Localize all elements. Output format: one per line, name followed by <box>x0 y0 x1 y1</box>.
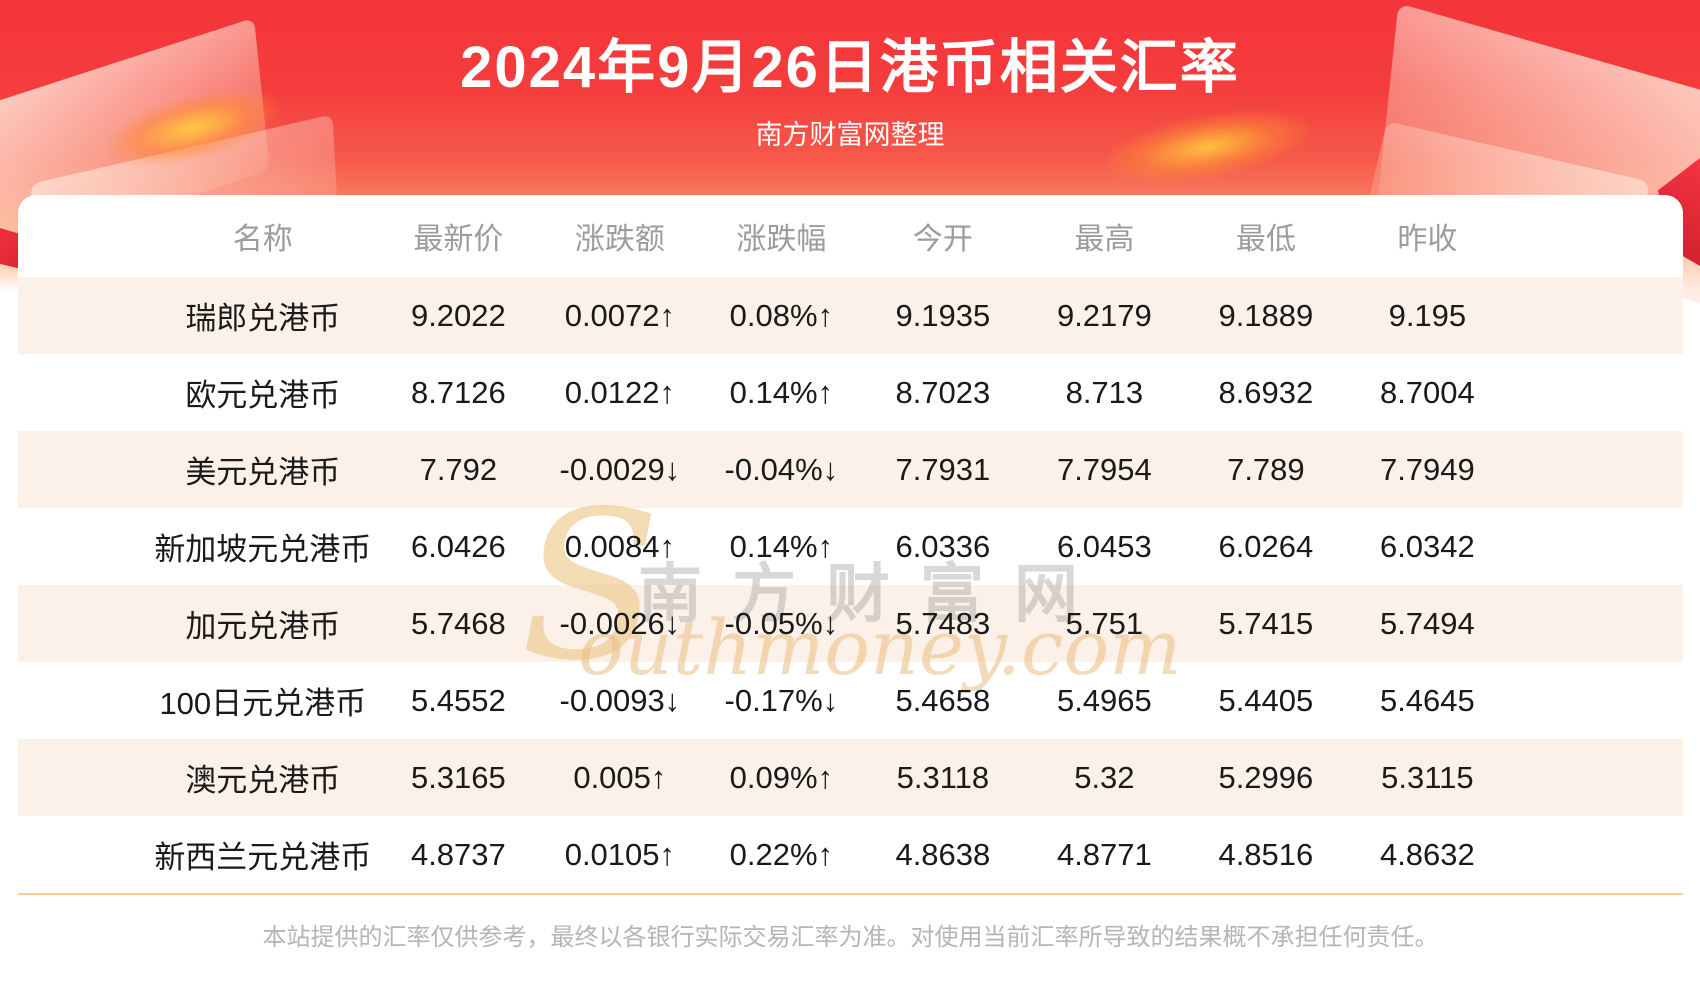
cell-open: 5.7483 <box>895 605 991 641</box>
cell-prev: 5.3115 <box>1381 759 1474 795</box>
cell-low: 6.0264 <box>1218 528 1314 564</box>
column-header-6: 最高 <box>1074 223 1135 256</box>
cell-spacer <box>1508 508 1683 585</box>
cell-prev: 5.7494 <box>1379 605 1475 641</box>
cell-name: 美元兑港币 <box>185 455 341 490</box>
cell-last: 5.3165 <box>410 759 506 795</box>
table-header-row: 名称 最新价 涨跌额 涨跌幅 今开 最高 最低 昨收 <box>18 195 1683 277</box>
cell-change: -0.0026↓ <box>559 605 681 641</box>
column-header-7: 最低 <box>1235 223 1296 256</box>
cell-pct: 0.22%↑ <box>729 836 834 872</box>
column-header-8: 昨收 <box>1397 223 1458 256</box>
cell-name: 100日元兑港币 <box>159 686 367 721</box>
table-row: 欧元兑港币 8.7126 0.0122↑ 0.14%↑ 8.7023 8.713 8.693… <box>18 354 1683 431</box>
cell-last: 5.4552 <box>410 682 506 718</box>
cell-low: 5.4405 <box>1218 682 1314 718</box>
cell-name: 瑞郎兑港币 <box>185 301 341 336</box>
cell-change: 0.0072↑ <box>564 297 676 333</box>
cell-change: 0.005↑ <box>573 759 667 795</box>
cell-high: 4.8771 <box>1056 836 1152 872</box>
column-header-2: 最新价 <box>413 223 504 256</box>
cell-name: 欧元兑港币 <box>185 378 341 413</box>
cell-high: 5.751 <box>1065 605 1144 641</box>
cell-prev: 8.7004 <box>1379 374 1475 410</box>
cell-spacer <box>1508 662 1683 739</box>
column-header-1: 名称 <box>232 223 293 256</box>
cell-change: 0.0122↑ <box>564 374 676 410</box>
cell-last: 7.792 <box>419 451 498 487</box>
cell-pct: -0.04%↓ <box>724 451 839 487</box>
cell-last: 9.2022 <box>410 297 506 333</box>
cell-low: 7.789 <box>1227 451 1305 487</box>
cell-change: -0.0029↓ <box>559 451 681 487</box>
cell-prev: 9.195 <box>1388 297 1467 333</box>
cell-open: 6.0336 <box>895 528 991 564</box>
cell-pct: 0.14%↑ <box>729 374 834 410</box>
cell-last: 4.8737 <box>410 836 506 872</box>
cell-high: 7.7954 <box>1056 451 1152 487</box>
cell-spacer <box>1508 739 1683 816</box>
cell-spacer <box>1508 277 1683 354</box>
cell-pct: -0.17%↓ <box>724 682 839 718</box>
column-header-4: 涨跌幅 <box>736 223 827 256</box>
cell-name: 新西兰元兑港币 <box>154 840 372 875</box>
cell-high: 6.0453 <box>1056 528 1152 564</box>
cell-open: 8.7023 <box>895 374 991 410</box>
table-row: 澳元兑港币 5.3165 0.005↑ 0.09%↑ 5.3118 5.32 5.2996 5… <box>18 739 1683 816</box>
cell-change: 0.0105↑ <box>564 836 676 872</box>
cell-last: 6.0426 <box>410 528 506 564</box>
table-row: 美元兑港币 7.792 -0.0029↓ -0.04%↓ 7.7931 7.7954 7.7… <box>18 431 1683 508</box>
cell-open: 9.1935 <box>895 297 991 333</box>
cell-prev: 5.4645 <box>1379 682 1475 718</box>
cell-pct: -0.05%↓ <box>724 605 839 641</box>
cell-open: 4.8638 <box>895 836 991 872</box>
cell-low: 5.7415 <box>1218 605 1314 641</box>
cell-pct: 0.14%↑ <box>729 528 834 564</box>
cell-spacer <box>1508 816 1683 893</box>
page-title: 2024年9月26日港币相关汇率 <box>460 35 1240 100</box>
cell-low: 5.2996 <box>1218 759 1314 795</box>
cell-name: 澳元兑港币 <box>185 763 341 798</box>
cell-prev: 4.8632 <box>1379 836 1475 872</box>
column-header-spacer <box>1508 195 1683 277</box>
exchange-rate-table: 名称 最新价 涨跌额 涨跌幅 今开 最高 最低 昨收 瑞郎兑港币 9.2022 0.0072↑ 0.… <box>18 195 1683 893</box>
cell-high: 5.32 <box>1074 759 1135 795</box>
cell-prev: 6.0342 <box>1379 528 1475 564</box>
table-row: 新西兰元兑港币 4.8737 0.0105↑ 0.22%↑ 4.8638 4.8771 4.… <box>18 816 1683 893</box>
cell-high: 5.4965 <box>1056 682 1152 718</box>
cell-spacer <box>1508 431 1683 508</box>
cell-spacer <box>1508 585 1683 662</box>
cell-open: 7.7931 <box>895 451 991 487</box>
page-subtitle: 南方财富网整理 <box>755 120 945 150</box>
rates-card: S 南方财富网 outhmoney.com 名称 最新价 涨跌额 涨跌幅 今开 最高 最低昨… <box>18 195 1683 1000</box>
cell-low: 8.6932 <box>1218 374 1314 410</box>
table-row: 100日元兑港币 5.4552 -0.0093↓ -0.17%↓ 5.4658 5.496… <box>18 662 1683 739</box>
column-header-3: 涨跌额 <box>574 223 665 256</box>
cell-last: 8.7126 <box>410 374 506 410</box>
table-row: 瑞郎兑港币 9.2022 0.0072↑ 0.08%↑ 9.1935 9.2179 9.18… <box>18 277 1683 354</box>
cell-pct: 0.09%↑ <box>729 759 834 795</box>
cell-change: 0.0084↑ <box>564 528 676 564</box>
column-header-5: 今开 <box>912 223 973 256</box>
cell-last: 5.7468 <box>410 605 506 641</box>
cell-change: -0.0093↓ <box>559 682 681 718</box>
cell-pct: 0.08%↑ <box>729 297 834 333</box>
cell-high: 9.2179 <box>1056 297 1152 333</box>
cell-high: 8.713 <box>1065 374 1144 410</box>
cell-open: 5.3118 <box>896 759 990 795</box>
cell-low: 9.1889 <box>1218 297 1314 333</box>
table-row: 新加坡元兑港币 6.0426 0.0084↑ 0.14%↑ 6.0336 6.0453 6.… <box>18 508 1683 585</box>
cell-open: 5.4658 <box>895 682 991 718</box>
cell-prev: 7.7949 <box>1379 451 1475 487</box>
cell-name: 加元兑港币 <box>185 609 341 644</box>
table-row: 加元兑港币 5.7468 -0.0026↓ -0.05%↓ 5.7483 5.751 5.7… <box>18 585 1683 662</box>
footer-divider <box>18 893 1683 895</box>
cell-name: 新加坡元兑港币 <box>154 532 372 567</box>
disclaimer-text: 本站提供的汇率仅供参考，最终以各银行实际交易汇率为准。对使用当前汇率所导致的结果… <box>262 924 1439 951</box>
cell-spacer <box>1508 354 1683 431</box>
cell-low: 4.8516 <box>1218 836 1314 872</box>
